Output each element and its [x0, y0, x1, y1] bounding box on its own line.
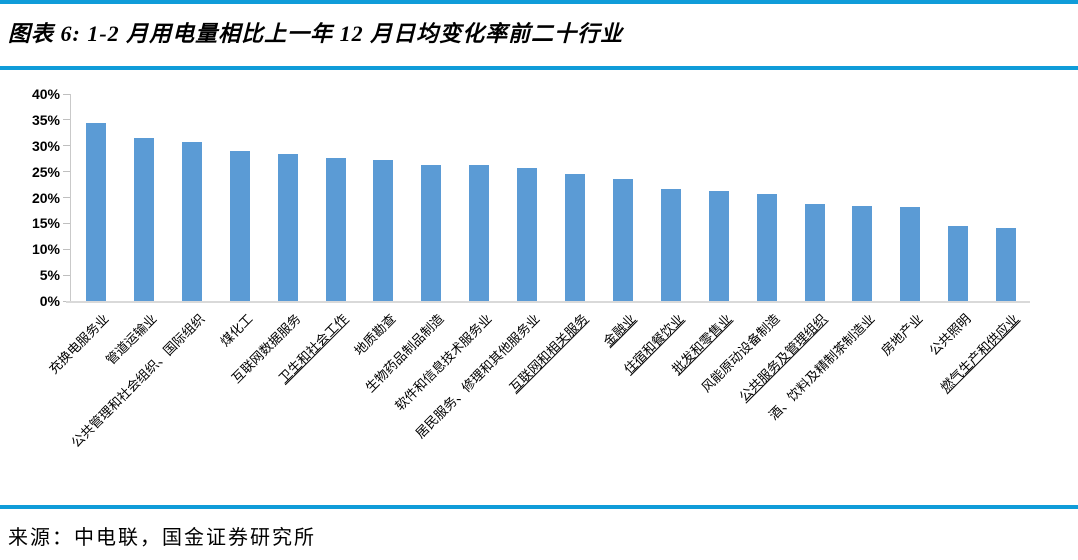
y-axis-tick	[63, 222, 70, 224]
figure-title: 图表 6: 1-2 月用电量相比上一年 12 月日均变化率前二十行业	[8, 21, 624, 46]
top-divider-rule	[0, 0, 1078, 4]
bar	[804, 204, 825, 301]
bar	[325, 158, 346, 301]
x-axis-line	[66, 301, 1030, 303]
bar	[948, 225, 969, 301]
y-axis-label: 0%	[39, 293, 60, 309]
y-axis-tick	[63, 197, 70, 198]
y-axis-tick	[63, 248, 70, 250]
y-axis-label: 35%	[31, 111, 60, 128]
bar	[565, 173, 585, 301]
footer-divider-rule	[0, 505, 1078, 509]
y-axis-line	[70, 94, 71, 301]
y-axis-label: 40%	[31, 86, 60, 102]
bar	[133, 137, 154, 301]
bar	[612, 178, 633, 301]
y-axis-label: 15%	[31, 215, 60, 232]
title-divider-rule	[0, 66, 1078, 70]
x-axis-label: 地质勘查	[351, 311, 399, 359]
bar	[469, 165, 490, 301]
bar	[660, 188, 681, 301]
bar	[277, 154, 298, 301]
x-axis-label: 房地产业	[878, 311, 926, 359]
y-axis-label: 30%	[31, 137, 60, 154]
y-axis-label: 10%	[31, 241, 60, 258]
bar	[852, 205, 873, 301]
bar	[517, 168, 538, 301]
bar	[421, 164, 442, 301]
bar	[900, 206, 921, 301]
x-axis-label: 煤化工	[217, 311, 256, 350]
x-axis-label: 充换电服务业	[45, 311, 112, 377]
x-axis-label: 公共照明	[926, 311, 974, 359]
y-axis-tick	[63, 93, 70, 95]
bar-chart: 0% 5% 10% 15% 20% 25% 30% 35% 40% 充换电服务业 管道运输业 公共管理…	[0, 75, 1078, 500]
plot-area: 0% 5% 10% 15% 20% 25% 30% 35% 40% 充换电服务业 管道运输业 公共管理…	[0, 75, 1078, 500]
y-axis-tick	[63, 171, 70, 173]
source-note: 来源：中电联，国金证券研究所	[8, 527, 316, 549]
bar	[756, 194, 777, 301]
bar	[229, 150, 250, 301]
bar	[996, 228, 1017, 301]
y-axis-label: 5%	[39, 267, 60, 284]
x-axis-label: 金融业	[600, 311, 639, 350]
y-axis-tick	[63, 274, 70, 276]
y-axis-tick	[63, 145, 70, 147]
x-axis-label: 公共服务及管理组织	[736, 311, 831, 405]
bar	[181, 142, 202, 301]
y-axis-label: 25%	[31, 163, 60, 180]
bar	[708, 190, 729, 301]
bar	[86, 122, 106, 301]
y-axis-tick	[63, 119, 70, 121]
y-axis-label: 20%	[31, 189, 60, 206]
bar	[373, 159, 394, 301]
